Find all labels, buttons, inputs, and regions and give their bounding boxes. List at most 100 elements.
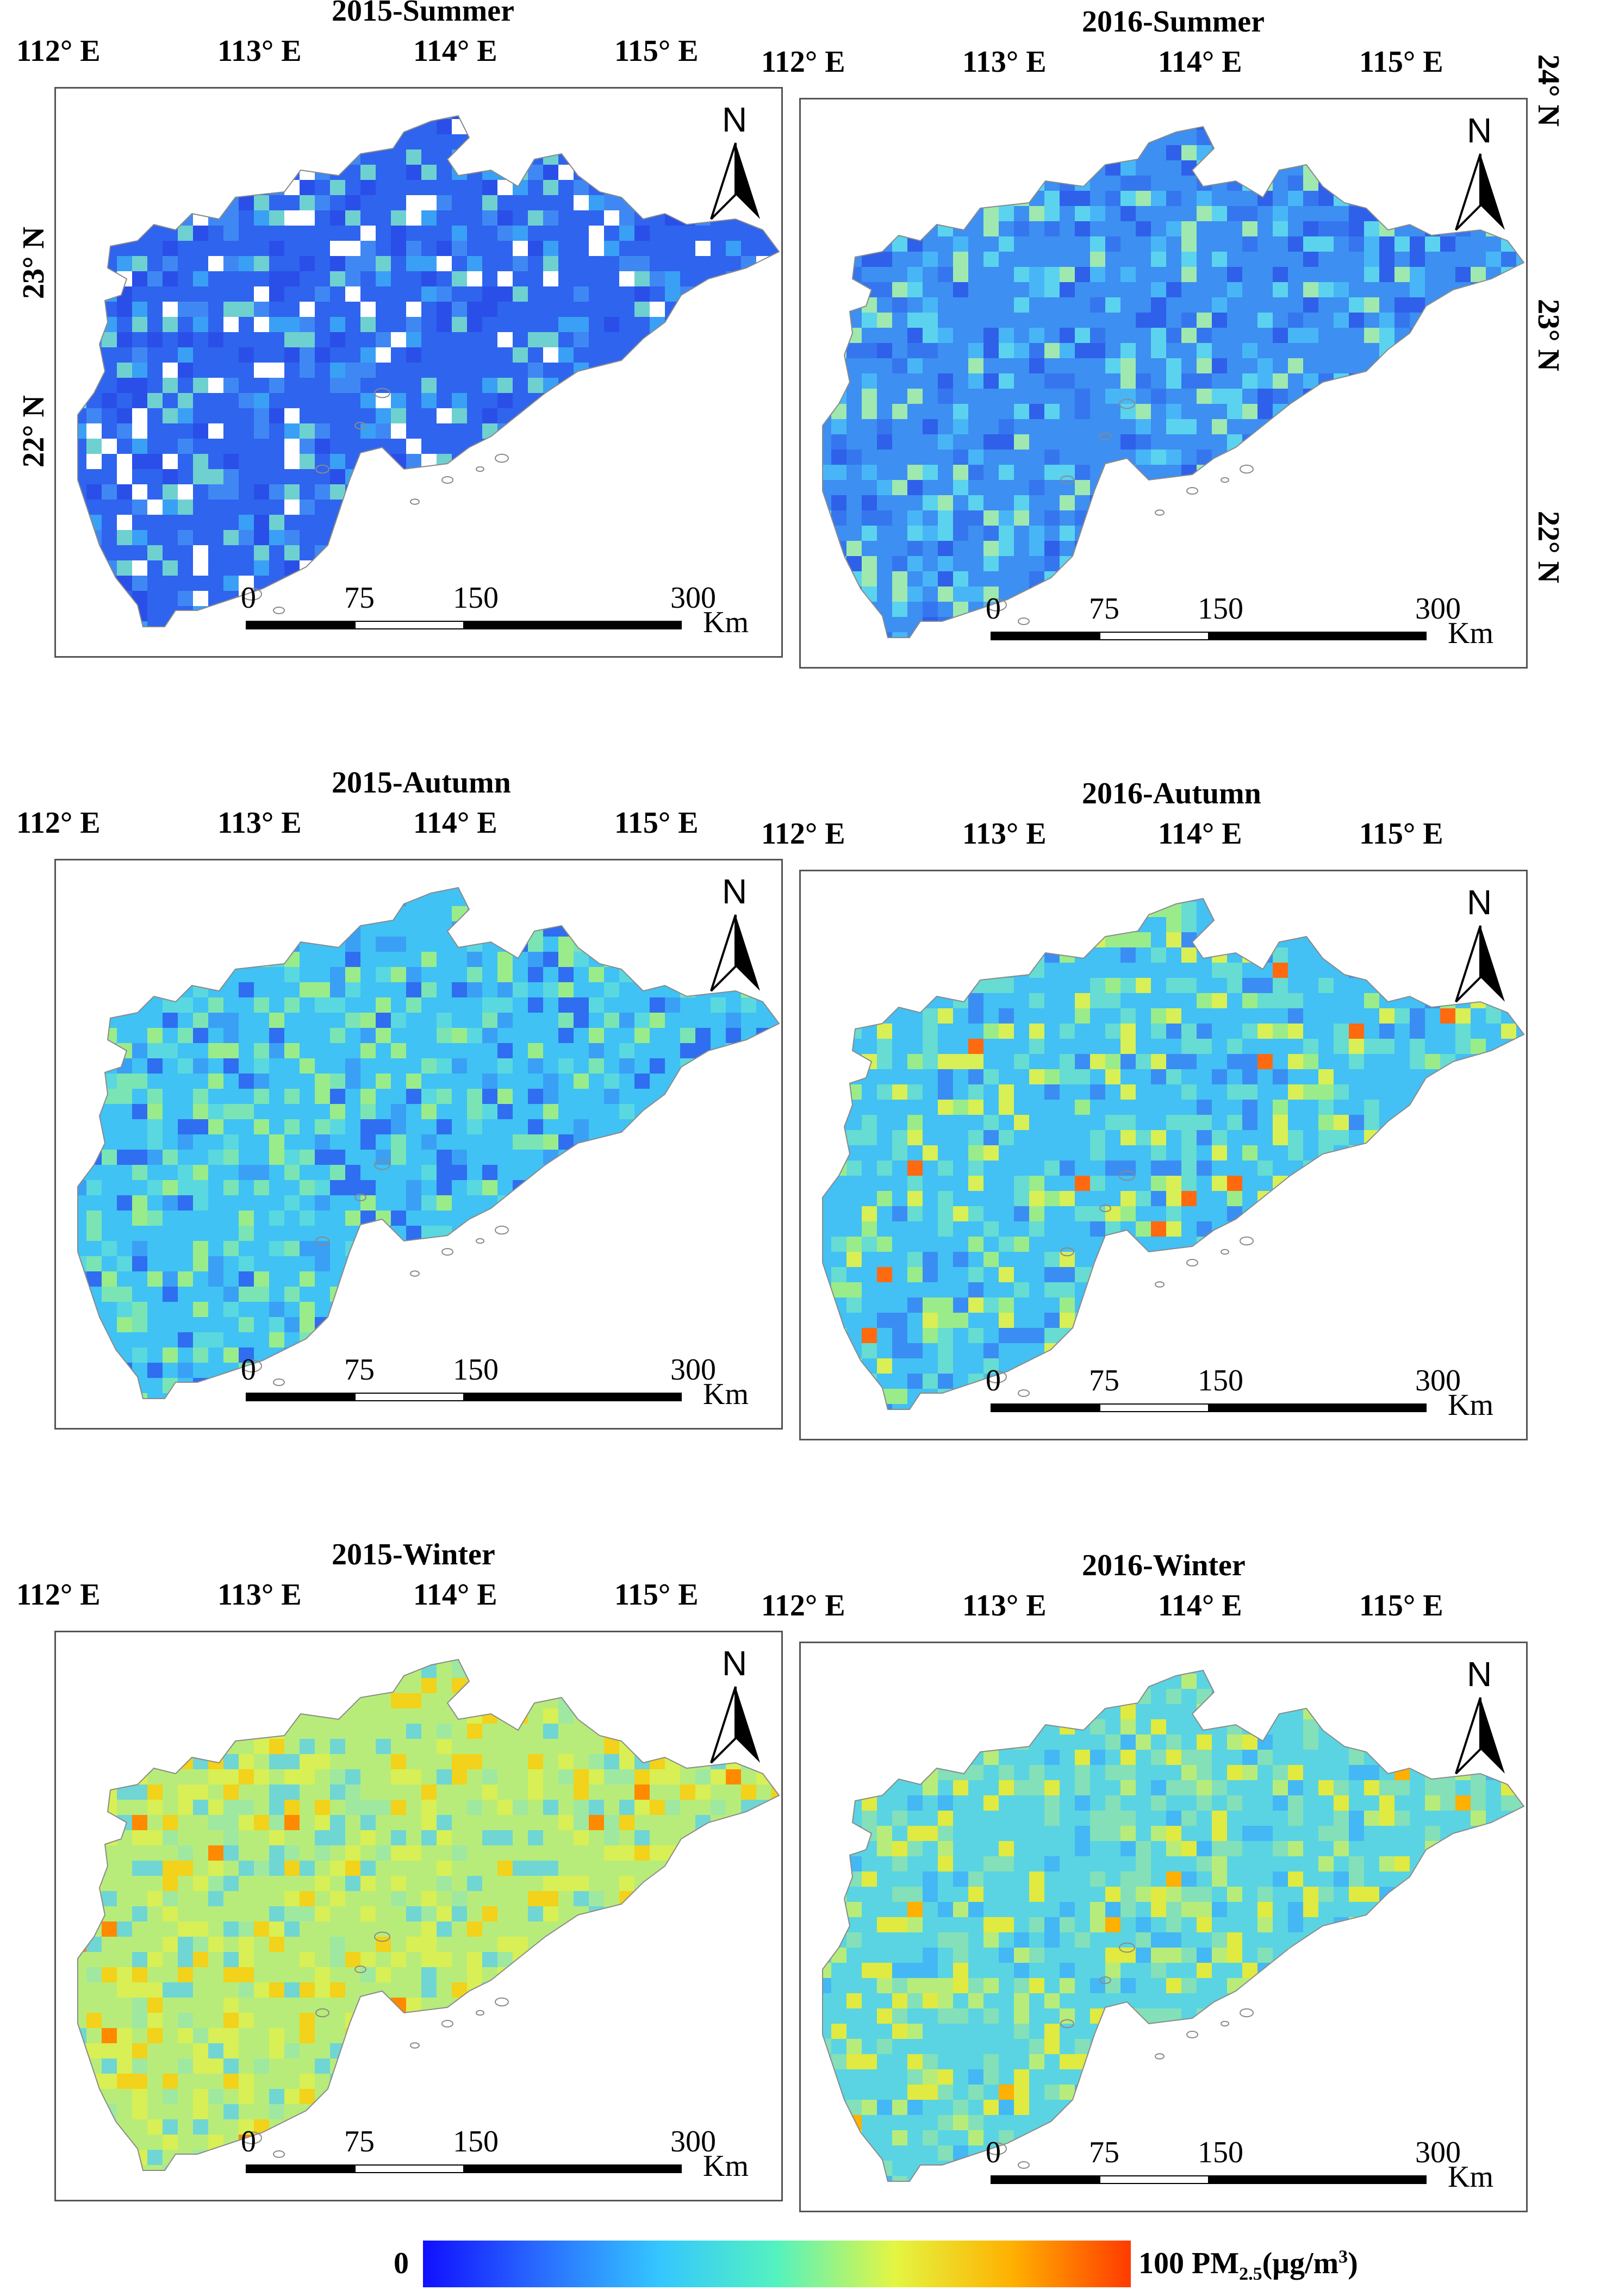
scalebar-segment xyxy=(991,1403,1100,1412)
longitude-label: 112° E xyxy=(16,806,101,840)
scalebar-segment xyxy=(1317,632,1427,640)
scalebar-segment xyxy=(1317,2175,1427,2184)
north-arrow-icon xyxy=(736,1687,760,1763)
longitude-label: 112° E xyxy=(761,817,845,851)
scalebar-tick-label: 300 xyxy=(670,1353,716,1387)
scalebar-segment xyxy=(246,2164,356,2173)
colorbar-superscript: 3 xyxy=(1338,2247,1348,2267)
scalebar-segment xyxy=(1099,632,1209,640)
colorbar-max-text: 100 PM xyxy=(1138,2247,1240,2280)
scalebar-unit: Km xyxy=(1448,1388,1493,1422)
map-panel: 2016-Autumn 112° E 113° E 114° E 115° E N 0 75 1… xyxy=(761,54,1565,1511)
panel-title: 2016-Winter xyxy=(1082,1549,1246,1582)
north-arrow-icon xyxy=(710,142,737,220)
scalebar-segment xyxy=(1099,2175,1209,2184)
longitude-label: 112° E xyxy=(16,34,101,68)
scalebar-tick-label: 150 xyxy=(453,2125,499,2158)
map-panel: 2015-Winter 112° E 113° E 114° E 115° E N 0 75 1… xyxy=(16,227,783,2272)
longitude-label: 114° E xyxy=(1158,1589,1242,1623)
longitude-label: 115° E xyxy=(1359,45,1443,79)
longitude-label: 114° E xyxy=(1158,817,1242,851)
panel-title: 2016-Autumn xyxy=(1082,777,1261,810)
north-label: N xyxy=(722,100,748,139)
scalebar-tick-label: 75 xyxy=(1089,1364,1119,1397)
scalebar-segment xyxy=(572,2164,682,2173)
colorbar-subscript: 2.5 xyxy=(1239,2264,1262,2285)
longitude-label: 114° E xyxy=(1158,45,1242,79)
scalebar-unit: Km xyxy=(703,2149,749,2183)
north-arrow-icon xyxy=(1455,153,1481,231)
north-arrow-icon xyxy=(1480,1698,1505,1774)
scalebar-segment xyxy=(1099,1403,1209,1412)
scalebar-tick-label: 0 xyxy=(241,2125,256,2158)
scalebar-segment xyxy=(246,1393,356,1401)
map-panel: 2015-Autumn 112° E 113° E 114° E 115° E N 0 75 1… xyxy=(16,227,783,1500)
scalebar-tick-label: 0 xyxy=(986,592,1001,626)
scalebar-tick-label: 0 xyxy=(986,1364,1001,1397)
north-arrow-icon xyxy=(1455,925,1481,1003)
map-frame: N 0 75 150 300 Km xyxy=(799,1642,1528,2212)
longitude-label: 114° E xyxy=(413,806,497,840)
colorbar-min-label: 0 xyxy=(394,2247,409,2280)
scalebar-segment xyxy=(1208,2175,1318,2184)
north-label: N xyxy=(1467,1655,1492,1694)
scalebar-tick-label: 300 xyxy=(1415,592,1461,626)
scalebar-tick-label: 0 xyxy=(241,1353,256,1387)
longitude-label: 115° E xyxy=(614,1578,699,1612)
scalebar-segment xyxy=(991,2175,1100,2184)
scalebar-unit: Km xyxy=(1448,2160,1493,2194)
scalebar-tick-label: 300 xyxy=(1415,2136,1461,2169)
scalebar-tick-label: 0 xyxy=(241,581,256,615)
scalebar-segment xyxy=(463,621,573,629)
scalebar-tick-label: 150 xyxy=(1198,2136,1243,2169)
latitude-label: 23° N xyxy=(17,227,51,299)
pm25-raster xyxy=(822,1669,1525,2184)
latitude-label: 22° N xyxy=(1531,511,1565,583)
longitude-label: 112° E xyxy=(16,1578,101,1612)
pm25-raster xyxy=(77,115,780,629)
north-arrow-icon xyxy=(1455,1697,1481,1775)
scalebar-segment xyxy=(354,1393,464,1401)
panel-title: 2016-Summer xyxy=(1082,5,1265,39)
north-arrow-icon xyxy=(736,915,760,991)
latitude-label: 23° N xyxy=(1531,299,1565,371)
map-panel: 2016-Summer 112° E 113° E 114° E 115° E N 0 75 1… xyxy=(761,5,1565,739)
scalebar-tick-label: 300 xyxy=(1415,1364,1461,1397)
scalebar-segment xyxy=(354,621,464,629)
scalebar-segment xyxy=(1208,1403,1318,1412)
longitude-label: 112° E xyxy=(761,45,845,79)
colorbar-unit-text: (μg/m xyxy=(1262,2247,1339,2280)
panel-title: 2015-Winter xyxy=(332,1538,495,1571)
north-label: N xyxy=(722,1644,748,1683)
scalebar-unit: Km xyxy=(1448,616,1493,650)
scalebar-tick-label: 150 xyxy=(1198,1364,1243,1397)
longitude-label: 114° E xyxy=(413,34,497,68)
colorbar-close: ) xyxy=(1348,2247,1358,2280)
scalebar-unit: Km xyxy=(703,606,749,639)
scalebar-segment xyxy=(246,621,356,629)
scalebar-tick-label: 75 xyxy=(1089,592,1119,626)
north-label: N xyxy=(1467,883,1492,922)
longitude-label: 115° E xyxy=(614,34,699,68)
scalebar-segment xyxy=(354,2164,464,2173)
map-frame: N 0 75 150 300 Km xyxy=(54,1631,783,2201)
panel-title: 2015-Autumn xyxy=(332,766,511,800)
north-arrow-icon xyxy=(1480,926,1505,1002)
north-label: N xyxy=(722,872,748,911)
scalebar-segment xyxy=(572,1393,682,1401)
north-arrow-icon xyxy=(1480,154,1505,230)
scalebar-tick-label: 150 xyxy=(453,581,499,615)
map-frame: N 0 75 150 300 Km xyxy=(54,859,783,1430)
map-frame: N 0 75 150 300 Km xyxy=(799,98,1528,669)
longitude-label: 115° E xyxy=(1359,1589,1443,1623)
pm25-raster xyxy=(822,897,1525,1412)
scalebar-tick-label: 300 xyxy=(670,581,716,615)
latitude-label: 24° N xyxy=(1531,54,1565,127)
scalebar-segment xyxy=(463,2164,573,2173)
scalebar-segment xyxy=(991,632,1100,640)
scalebar-unit: Km xyxy=(703,1377,749,1411)
longitude-label: 113° E xyxy=(962,1589,1047,1623)
map-panel: 2015-Summer 112° E 113° E 114° E 115° E N 0 75 1… xyxy=(16,0,783,728)
scalebar-tick-label: 150 xyxy=(453,1353,499,1387)
scalebar-tick-label: 0 xyxy=(986,2136,1001,2169)
